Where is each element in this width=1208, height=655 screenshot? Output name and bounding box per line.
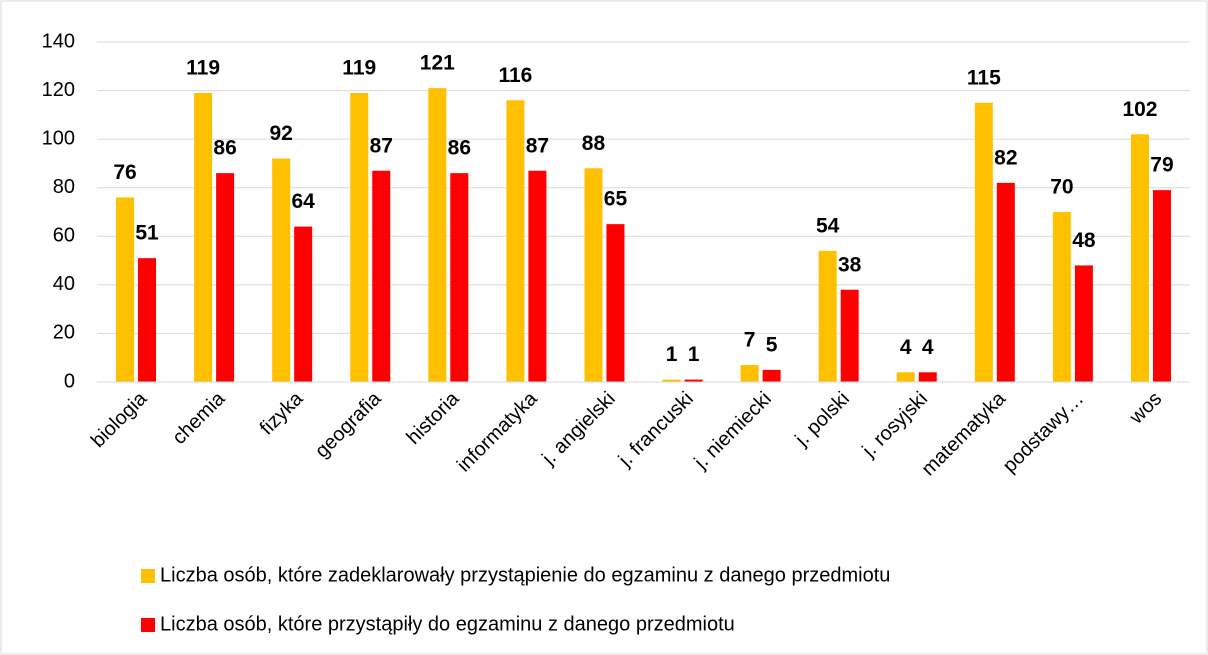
data-label: 38 <box>838 253 862 276</box>
y-tick-label: 60 <box>53 225 75 247</box>
legend-label: Liczba osób, które zadeklarowały przystą… <box>160 564 890 586</box>
data-label: 86 <box>448 137 471 160</box>
y-tick-label: 120 <box>42 79 75 101</box>
bar <box>840 289 859 382</box>
data-label: 102 <box>1122 98 1157 121</box>
bar <box>1052 212 1071 382</box>
bar <box>818 250 837 382</box>
y-tick-label: 0 <box>64 370 75 392</box>
bar <box>428 88 447 383</box>
bar <box>1074 265 1093 382</box>
bar <box>740 365 759 382</box>
legend-label: Liczba osób, które przystąpiły do egzami… <box>160 613 735 635</box>
data-label: 87 <box>370 134 393 157</box>
bar <box>896 372 915 382</box>
data-label: 4 <box>922 336 934 359</box>
y-tick-label: 100 <box>42 127 75 149</box>
bar <box>1130 134 1149 382</box>
bar <box>684 379 703 382</box>
data-label: 86 <box>213 137 236 160</box>
legend-swatch <box>141 569 155 583</box>
data-label: 64 <box>291 190 315 213</box>
bar <box>116 197 135 382</box>
bar <box>294 226 313 382</box>
data-label: 70 <box>1050 176 1073 199</box>
bar <box>1152 190 1171 382</box>
data-label: 116 <box>498 64 532 87</box>
bar <box>216 173 235 382</box>
bar <box>606 224 625 382</box>
bar <box>974 102 993 382</box>
data-label: 76 <box>113 161 136 184</box>
bar <box>138 258 157 382</box>
bar <box>450 173 469 382</box>
data-label: 5 <box>766 333 778 356</box>
data-label: 79 <box>1150 154 1173 177</box>
bar <box>528 170 547 382</box>
data-label: 51 <box>135 222 159 245</box>
data-label: 54 <box>816 214 840 237</box>
data-label: 121 <box>420 52 455 75</box>
data-label: 1 <box>666 343 678 366</box>
data-label: 1 <box>688 343 700 366</box>
data-label: 65 <box>604 188 628 211</box>
data-label: 92 <box>269 122 292 145</box>
bar <box>350 93 369 382</box>
bar <box>506 100 525 383</box>
y-tick-label: 140 <box>42 30 75 52</box>
bar <box>762 369 781 382</box>
bar <box>272 158 291 382</box>
bar <box>194 93 213 382</box>
bar <box>662 379 681 382</box>
bar <box>584 168 603 382</box>
data-label: 119 <box>186 57 220 80</box>
legend-swatch <box>141 618 155 632</box>
data-label: 87 <box>526 134 549 157</box>
data-label: 88 <box>582 132 606 155</box>
bar <box>918 372 937 382</box>
data-label: 4 <box>900 336 912 359</box>
data-label: 7 <box>744 329 756 352</box>
data-label: 119 <box>342 57 376 80</box>
y-tick-label: 40 <box>53 273 75 295</box>
data-label: 82 <box>994 146 1017 169</box>
y-tick-label: 80 <box>53 176 75 198</box>
bar <box>372 170 391 382</box>
data-label: 115 <box>967 66 1001 89</box>
bar <box>996 182 1015 382</box>
y-tick-label: 20 <box>53 322 75 344</box>
data-label: 48 <box>1072 229 1096 252</box>
